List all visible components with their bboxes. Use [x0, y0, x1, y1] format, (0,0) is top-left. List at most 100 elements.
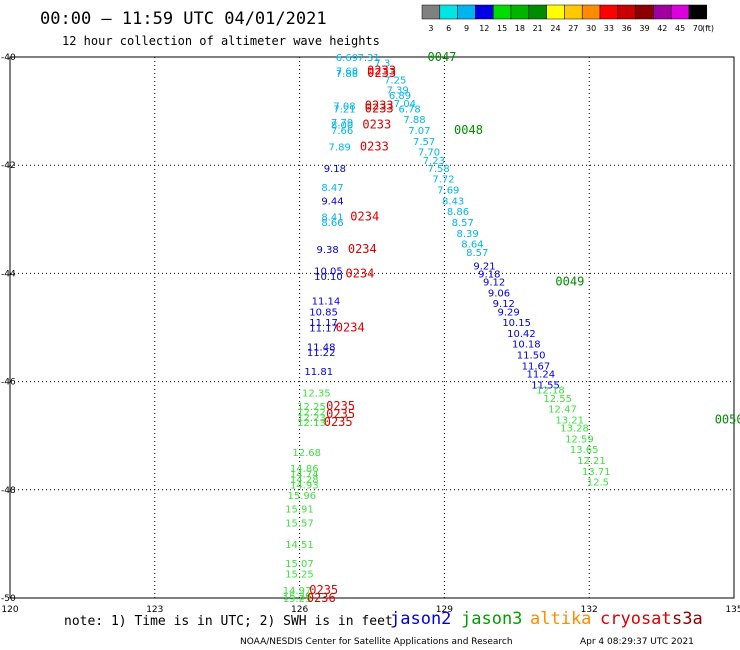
wave-height-point: 7.21: [333, 104, 355, 115]
wave-height-point: 8.57: [466, 248, 488, 259]
pass-time-labels: 0047023302330233023302330233004802340234…: [307, 50, 740, 605]
wave-height-point: 15.57: [285, 518, 314, 529]
pass-time-label: 0235: [324, 415, 353, 429]
wave-height-point: 11.81: [304, 367, 333, 378]
x-tick-label: 132: [581, 605, 598, 615]
wave-height-point: 7.57: [413, 137, 435, 148]
pass-time-label: 0233: [365, 101, 394, 115]
wave-height-point: 13.28: [560, 424, 589, 435]
pass-time-label: 0234: [336, 321, 365, 335]
legend-swatch: [546, 4, 565, 20]
wave-height-point: 7.31: [358, 53, 380, 64]
wave-height-point: 12.59: [565, 434, 594, 445]
legend-swatch: [688, 4, 708, 20]
chart-title: 00:00 – 11:59 UTC 04/01/2021: [40, 9, 327, 29]
wave-height-point: 9.18: [478, 269, 500, 280]
legend-label: 21: [533, 24, 543, 33]
pass-time-label: 0233: [360, 139, 389, 153]
legend-swatch: [457, 4, 476, 20]
pass-time-label: 0234: [350, 210, 379, 224]
legend-swatch: [492, 4, 512, 20]
wave-height-point: 14.93: [290, 480, 319, 491]
wave-height-point: 11.14: [312, 296, 341, 307]
legend-swatch: [439, 4, 458, 20]
wave-height-point: 12.18: [536, 386, 565, 397]
wave-height-point: 7.88: [336, 69, 358, 80]
wave-height-point: 15.28: [283, 591, 312, 602]
wave-height-point: 10.42: [507, 329, 536, 340]
wave-height-point: 8.41: [321, 213, 343, 224]
wave-height-point: 10.05: [314, 267, 343, 278]
legend-label: 45: [675, 24, 685, 33]
wave-height-point: 12.35: [302, 388, 331, 399]
wave-height-point: 12.25: [297, 402, 326, 413]
wave-height-point: 7.25: [384, 76, 406, 87]
legend-label: 15: [497, 24, 507, 33]
legend-swatch: [635, 4, 654, 20]
wave-height-point: 15.23: [283, 594, 312, 605]
pass-time-label: 0047: [428, 50, 457, 64]
wave-height-point: 8.64: [461, 240, 483, 251]
wave-height-point: 11.48: [307, 342, 336, 353]
pass-time-label: 0049: [555, 275, 584, 289]
wave-height-point: 11.22: [307, 348, 336, 359]
y-tick-label: -42: [1, 161, 16, 171]
pass-time-label: 0234: [348, 242, 377, 256]
wave-height-point: 11.17: [309, 324, 338, 335]
wave-height-point: 8.66: [321, 218, 343, 229]
wave-height-point: 9.44: [321, 196, 343, 207]
wave-height-point: 9.18: [324, 164, 346, 175]
satellite-altika: altika: [530, 609, 591, 629]
legend-swatch: [528, 4, 547, 20]
wave-height-point: 7.58: [428, 164, 450, 175]
legend-label: 36: [622, 24, 632, 33]
footer-timestamp: Apr 4 08:29:37 UTC 2021: [580, 637, 694, 647]
wave-height-point: 8.39: [456, 229, 478, 240]
pass-time-label: 0233: [367, 64, 396, 78]
wave-height-point: 7.66: [331, 126, 353, 137]
pass-time-label: 0233: [367, 66, 396, 80]
y-tick-label: -48: [1, 486, 16, 496]
wave-height-point: 12.55: [543, 394, 572, 405]
wave-height-point: 7.88: [403, 115, 425, 126]
wave-height-point: 13.21: [555, 415, 584, 426]
wave-height-point: 6.69: [336, 53, 358, 64]
wave-height-point: 9.38: [316, 245, 338, 256]
wave-height-point: 12.47: [548, 405, 577, 416]
legend-swatch: [564, 4, 583, 20]
wave-height-point: 7.04: [394, 99, 416, 110]
y-tick-label: -50: [1, 594, 16, 604]
x-tick-label: 135: [725, 605, 740, 615]
legend-label: 12: [479, 24, 489, 33]
wave-height-point: 15.96: [288, 491, 317, 502]
pass-time-label: 0234: [345, 266, 374, 280]
legend-label: 30: [586, 24, 596, 33]
satellite-cryosat: cryosat: [600, 609, 672, 629]
wave-height-point: 12.22: [297, 407, 326, 418]
y-tick-label: -46: [1, 378, 16, 388]
color-legend: 3 6 9 12 15 18 21 24 27 30 33 36 39 42 45 70: [421, 4, 708, 33]
wave-height-point: 6.89: [389, 91, 411, 102]
wave-height-point: 10.15: [502, 318, 531, 329]
wave-height-point: 14.86: [290, 464, 319, 475]
wave-height-point: 15.25: [285, 570, 314, 581]
wave-height-point: 7.69: [437, 186, 459, 197]
pass-time-label: 0048: [454, 123, 483, 137]
wave-height-point: 7.70: [418, 148, 440, 159]
wave-height-point: 10.85: [309, 307, 338, 318]
wave-height-point: 11.17: [309, 318, 338, 329]
legend-label: 18: [515, 24, 525, 33]
x-tick-label: 123: [146, 605, 163, 615]
wave-height-point: 9.21: [473, 261, 495, 272]
plot-grid: [10, 57, 734, 598]
wave-height-point: 11.55: [531, 380, 560, 391]
pass-time-label: 0233: [362, 118, 391, 132]
legend-swatch: [617, 4, 636, 20]
wave-height-point: 7.68: [336, 67, 358, 78]
wave-height-point: 10.10: [314, 272, 343, 283]
legend-label: 33: [604, 24, 614, 33]
y-tick-label: -44: [1, 269, 16, 279]
legend-swatch: [475, 4, 494, 20]
x-axis-ticks: 120 123 126 129 132 135: [1, 605, 740, 615]
